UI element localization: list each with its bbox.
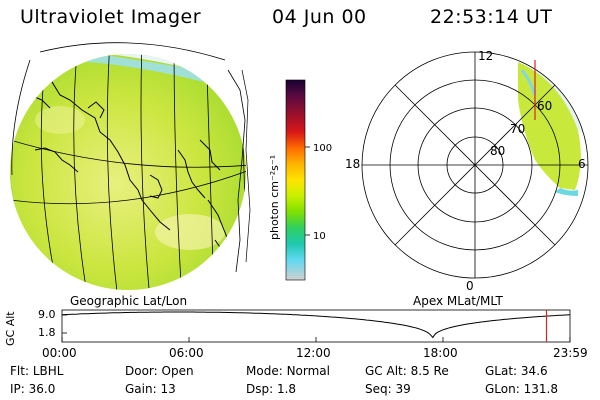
status-dsp: Dsp: 1.8 — [246, 382, 297, 396]
timeline-ytick-1-8: 1.8 — [38, 326, 56, 339]
mlt-label-6: 6 — [578, 157, 586, 171]
colorbar-unit-label: photon cm⁻²s⁻¹ — [268, 155, 281, 240]
status-door: Door: Open — [125, 364, 194, 378]
status-gc-alt: GC Alt: 8.5 Re — [365, 364, 449, 378]
mlat-label-80: 80 — [490, 144, 505, 158]
colorbar-tick-100: 100 — [313, 143, 332, 154]
header-date: 04 Jun 00 — [272, 6, 367, 28]
timeline-xtick-0000: 00:00 — [42, 346, 77, 360]
mlt-label-18: 18 — [345, 157, 360, 171]
left-panel-caption: Geographic Lat/Lon — [70, 294, 188, 308]
colorbar: 100 10 photon cm⁻²s⁻¹ — [268, 79, 332, 281]
mlat-label-60: 60 — [537, 99, 552, 113]
timeline-axis-title: GC Alt — [4, 311, 17, 346]
status-seq: Seq: 39 — [365, 382, 411, 396]
timeline-ytick-9: 9.0 — [38, 308, 56, 321]
globe-disk — [10, 54, 246, 290]
globe-parallels — [10, 139, 246, 205]
colorbar-gradient — [285, 79, 306, 281]
status-gain: Gain: 13 — [125, 382, 176, 396]
colorbar-tick-10: 10 — [313, 231, 326, 242]
status-mode: Mode: Normal — [246, 364, 330, 378]
polar-grid — [361, 51, 589, 279]
header-time: 22:53:14 UT — [430, 6, 553, 28]
altitude-timeline — [61, 309, 571, 343]
status-glat: GLat: 34.6 — [485, 364, 548, 378]
geographic-globe — [10, 42, 251, 290]
timeline-xtick-2359: 23:59 — [553, 346, 588, 360]
status-flt: Flt: LBHL — [10, 364, 64, 378]
status-glon: GLon: 131.8 — [485, 382, 558, 396]
status-ip: IP: 36.0 — [10, 382, 56, 396]
mlat-label-70: 70 — [510, 122, 525, 136]
timeline-xtick-0600: 06:00 — [169, 346, 204, 360]
app-title: Ultraviolet Imager — [20, 6, 202, 28]
altitude-curve — [61, 311, 571, 339]
mlt-label-0: 0 — [466, 279, 474, 293]
polar-plot: 12 18 0 6 60 70 80 — [345, 49, 589, 293]
timeline-xtick-1800: 18:00 — [423, 346, 458, 360]
mlt-label-12: 12 — [478, 49, 493, 63]
timeline-xtick-1200: 12:00 — [296, 346, 331, 360]
right-panel-caption: Apex MLat/MLT — [413, 294, 503, 308]
